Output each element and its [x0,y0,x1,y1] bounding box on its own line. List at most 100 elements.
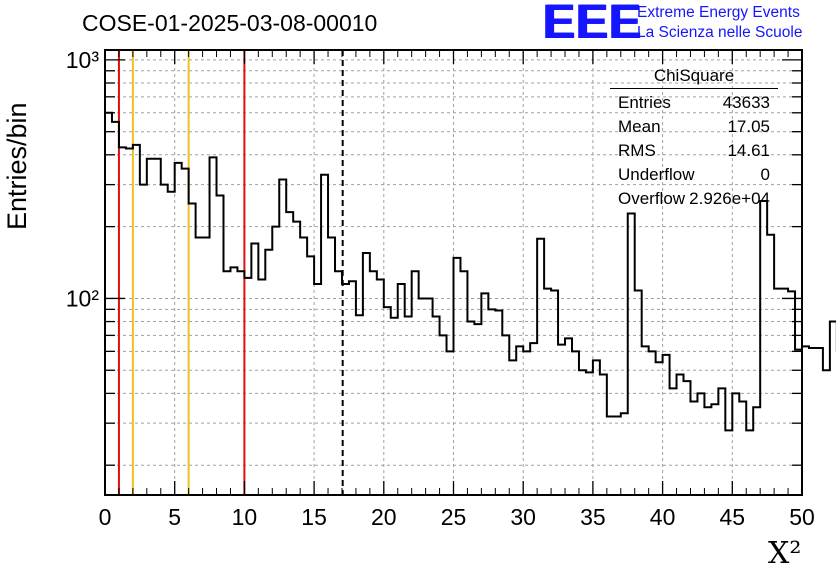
x-tick-label: 0 [99,504,112,530]
histogram-bin [697,393,704,495]
histogram-bin [377,280,384,495]
stats-row: Underflow 0 [610,165,780,189]
histogram-bin [586,372,593,495]
histogram-bin [391,318,398,495]
histogram-bin [244,278,251,495]
tick-labels: 0 5 10 15 20 25 30 35 40 45 50 10² 10³ [66,47,815,530]
histogram-bin [126,149,133,495]
x-tick-label: 40 [650,504,676,530]
histogram-bin [356,315,363,495]
histogram-bin [593,360,600,495]
histogram-bin [217,196,224,495]
histogram-bin [433,317,440,495]
histogram-bin [349,281,356,495]
stats-key: Entries [618,93,671,112]
histogram-bin [440,335,447,495]
histogram-bin [286,212,293,495]
histogram-line [105,111,836,432]
histogram-bin [140,185,147,495]
histogram-bin [384,307,391,495]
histogram-bin [656,362,663,495]
histogram-bin [300,238,307,495]
y-tick-label: 10² [66,285,100,311]
histogram-bin [621,413,628,495]
stats-key: Mean [618,117,661,136]
histogram-bin [739,401,746,495]
histogram-bin [293,222,300,495]
histogram-bin [523,351,530,495]
histogram [105,111,836,495]
histogram-bin [663,355,670,495]
x-tick-label: 25 [441,504,467,530]
histogram-bin [196,238,203,495]
histogram-bin [670,388,677,495]
histogram-bin [412,271,419,495]
histogram-bin [105,113,112,495]
histogram-bin [223,271,230,495]
x-tick-label: 20 [371,504,397,530]
histogram-bin [544,289,551,495]
histogram-bin [711,404,718,495]
histogram-bin [746,430,753,495]
histogram-bin [781,289,788,495]
histogram-bin [565,338,572,495]
histogram-bin [370,271,377,495]
stats-value: 43633 [722,93,770,112]
histogram-bin [474,324,481,495]
x-tick-label: 15 [301,504,327,530]
stats-box: ChiSquare Entries 43633 Mean 17.05 RMS 1… [610,66,780,213]
histogram-bin [530,343,537,495]
histogram-bin [328,238,335,495]
plot-title: COSE-01-2025-03-08-00010 [82,10,378,36]
histogram-bin [272,227,279,495]
histogram-bin [628,214,635,495]
stats-row: Mean 17.05 [610,117,780,141]
histogram-bin [265,250,272,495]
histogram-bin [725,430,732,495]
histogram-bin [684,381,691,495]
histogram-bin [133,145,140,495]
histogram-bin [802,346,809,495]
stats-title: ChiSquare [610,66,778,89]
histogram-bin [112,122,119,495]
axis-ticks [104,50,803,495]
histogram-bin [419,298,426,495]
histogram-bin [677,374,684,495]
x-tick-label: 30 [510,504,536,530]
histogram-bin [447,351,454,495]
histogram-bin [816,348,823,495]
stats-value: 0 [760,165,770,184]
histogram-bin [161,185,168,495]
y-axis-label: Entries/bin [2,102,32,230]
histogram-bin [154,159,161,495]
histogram-bin [753,407,760,495]
histogram-bin [460,271,467,495]
stats-key: Overflow [618,189,686,208]
stats-key: RMS [618,141,656,160]
histogram-bin [488,309,495,495]
histogram-bin [405,317,412,495]
logo-line-1: Extreme Energy Events [637,4,800,21]
histogram-bin [251,243,258,495]
histogram-bin [760,201,767,495]
histogram-bin [704,407,711,495]
histogram-bin [502,335,509,495]
histogram-bin [398,284,405,495]
histogram-bin [307,256,314,495]
histogram-bin [258,280,265,495]
histogram-bin [558,345,565,495]
stats-row: Entries 43633 [610,93,780,117]
eee-logo: EEE [542,0,642,49]
histogram-bin [600,374,607,495]
histogram-bin [182,169,189,495]
histogram-bin [607,416,614,495]
histogram-bin [237,271,244,495]
histogram-bin [363,253,370,495]
histogram-bin [481,293,488,495]
histogram-bin [175,163,182,495]
stats-value: 14.61 [727,141,770,160]
histogram-bin [509,360,516,495]
x-tick-label: 35 [580,504,606,530]
x-tick-label: 45 [720,504,746,530]
histogram-bin [809,348,816,495]
